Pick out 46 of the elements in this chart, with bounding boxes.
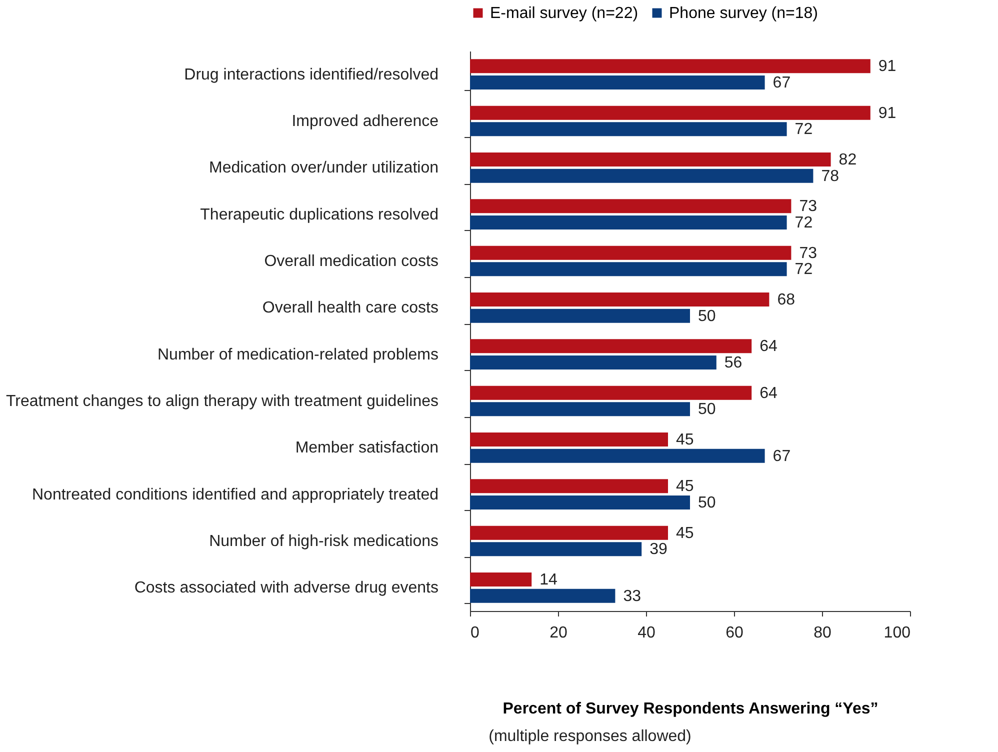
y-tick-label: Member satisfaction (295, 440, 438, 457)
data-label: 33 (623, 588, 642, 605)
data-label: 78 (821, 168, 840, 185)
x-axis-title: Percent of Survey Respondents Answering “Yes” (502, 700, 878, 718)
data-label: 39 (650, 541, 668, 558)
data-label: 68 (777, 292, 796, 308)
x-tick-label: 100 (884, 624, 911, 642)
y-tick-label: Nontreated conditions identified and appropriately treated (32, 486, 438, 504)
data-label: 82 (838, 152, 857, 168)
data-label: 67 (772, 448, 791, 465)
text: (multiple responses allowed) (488, 728, 692, 745)
data-label: 45 (676, 478, 694, 496)
legend-label: Phone survey (n=18) (669, 5, 818, 22)
y-tick-label: Therapeutic duplications resolved (200, 206, 438, 224)
data-label: 67 (772, 74, 791, 92)
y-tick-label: Medication over/under utilization (209, 160, 438, 177)
data-label: 73 (799, 198, 818, 216)
data-label: 91 (878, 58, 896, 76)
data-label: 64 (760, 338, 778, 356)
data-label: 50 (698, 401, 716, 418)
y-tick-label: Overall medication costs (264, 253, 438, 270)
data-label: 45 (676, 524, 694, 542)
data-label: 45 (676, 432, 694, 448)
y-tick-label: Costs associated with adverse drug events (134, 580, 438, 597)
x-tick-label: 60 (726, 624, 744, 642)
legend-label: E-mail survey (n=22) (490, 5, 638, 22)
data-label: 14 (540, 572, 558, 588)
data-label: 50 (698, 308, 716, 325)
y-tick-label: Overall health care costs (262, 300, 438, 317)
y-tick-label: Treatment changes to align therapy with treatment guidelines (6, 393, 438, 410)
data-label: 72 (794, 121, 813, 138)
x-tick-label: 0 (470, 624, 480, 642)
y-tick-label: Drug interactions identified/resolved (184, 66, 438, 84)
data-label: 50 (698, 494, 716, 512)
y-tick-label: Number of medication-related problems (157, 346, 438, 364)
y-tick-label: Improved adherence (292, 113, 439, 130)
data-label: 56 (724, 354, 742, 372)
data-label: 72 (794, 261, 813, 278)
x-tick-label: 80 (814, 624, 832, 642)
x-tick-label: 40 (638, 624, 656, 642)
data-label: 72 (794, 214, 813, 232)
y-tick-label: Number of high-risk medications (209, 533, 438, 550)
x-tick-label: 20 (550, 624, 568, 642)
data-label: 91 (878, 104, 896, 122)
data-label: 64 (760, 384, 778, 402)
data-label: 73 (799, 244, 818, 262)
